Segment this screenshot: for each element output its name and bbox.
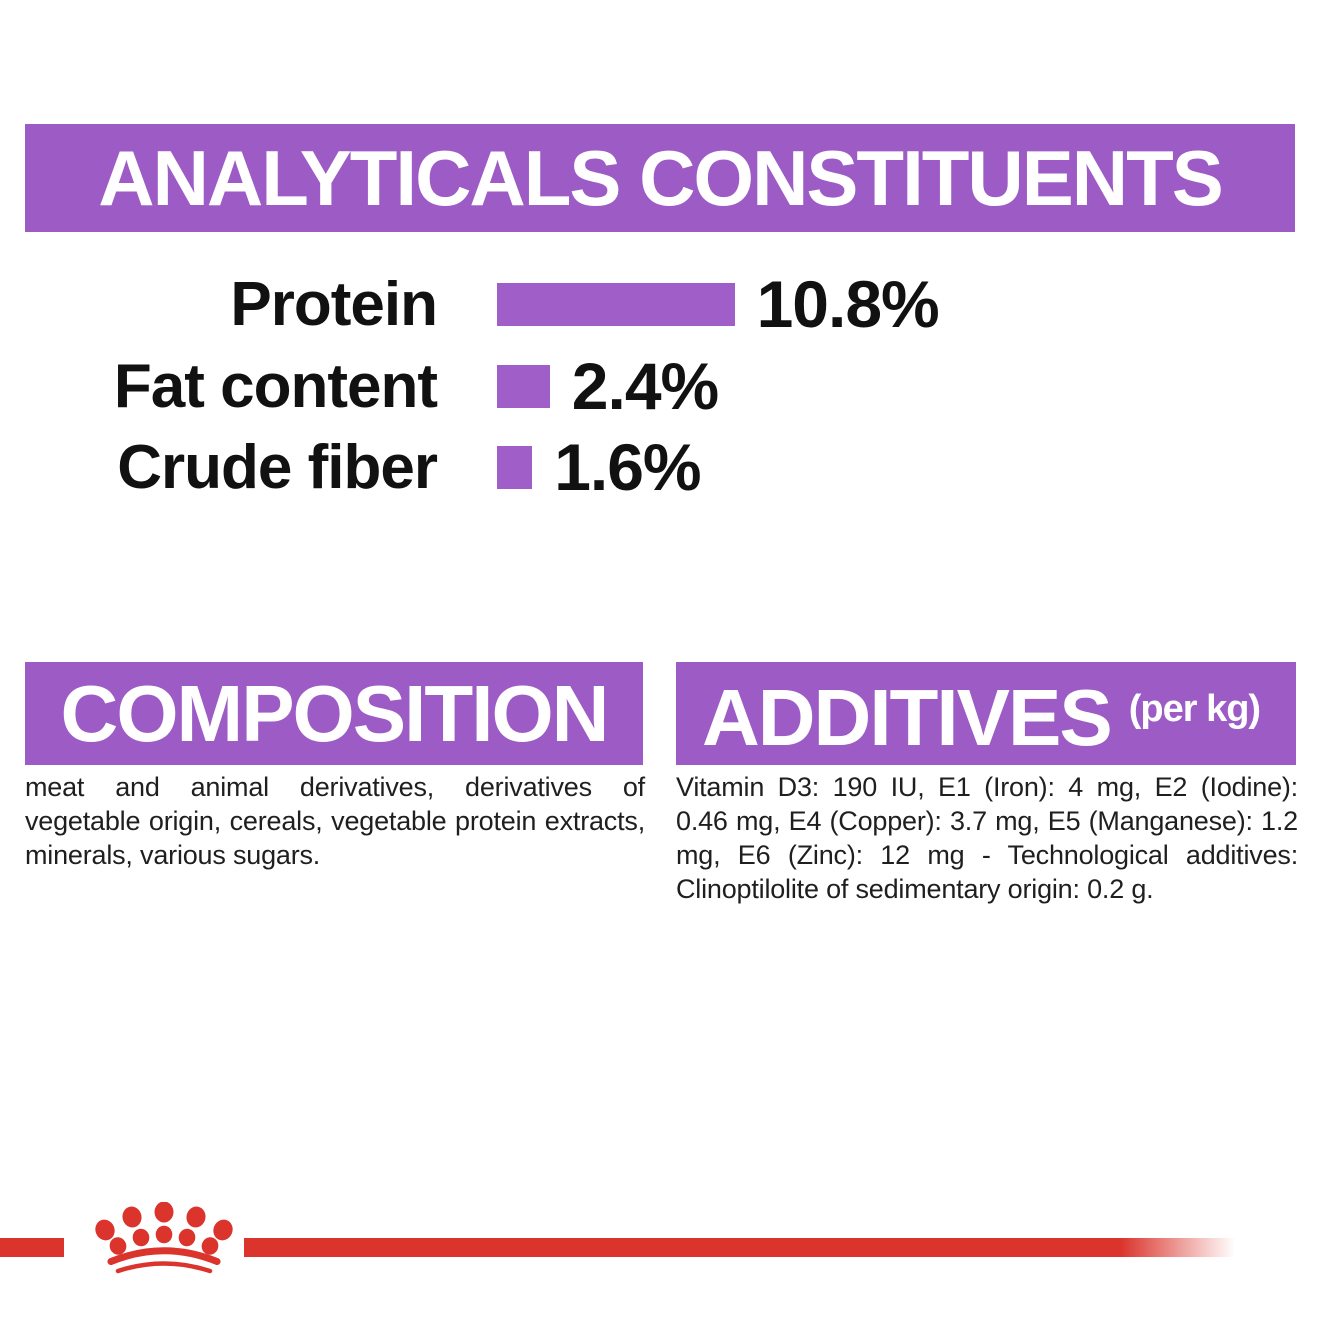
crude-fiber-bar bbox=[497, 445, 533, 489]
additives-banner: ADDITIVES (per kg) bbox=[676, 662, 1296, 765]
composition-text: meat and animal derivatives, derivatives… bbox=[25, 772, 645, 870]
additives-title: ADDITIVES bbox=[702, 673, 1113, 762]
red-divider-line-left bbox=[0, 1238, 64, 1257]
fat-content-value: 2.4% bbox=[571, 349, 719, 423]
analyticals-constituents-banner: ANALYTICALS CONSTITUENTS bbox=[25, 124, 1295, 232]
royal-canin-crown-icon bbox=[95, 1202, 233, 1274]
analyticals-constituents-title: ANALYTICALS CONSTITUENTS bbox=[98, 133, 1223, 222]
red-divider-line-right bbox=[244, 1238, 1240, 1257]
protein-value: 10.8% bbox=[756, 267, 940, 341]
fat-content-label: Fat content bbox=[113, 351, 438, 421]
protein-bar bbox=[497, 282, 735, 326]
composition-title: COMPOSITION bbox=[60, 668, 610, 758]
crude-fiber-value: 1.6% bbox=[554, 430, 701, 504]
fat-content-bar bbox=[497, 364, 550, 408]
protein-label: Protein bbox=[230, 269, 438, 339]
nutrient-row-fat-content: Fat content 2.4% bbox=[0, 345, 1320, 427]
nutrient-row-crude-fiber: Crude fiber 1.6% bbox=[0, 426, 1320, 508]
additives-text: Vitamin D3: 190 IU, E1 (Iron): 4 mg, E2 … bbox=[676, 772, 1298, 904]
crude-fiber-label: Crude fiber bbox=[117, 432, 438, 502]
additives-per-kg-label: (per kg) bbox=[1128, 688, 1261, 730]
nutrient-row-protein: Protein 10.8% bbox=[0, 263, 1320, 345]
composition-banner: COMPOSITION bbox=[25, 662, 643, 765]
